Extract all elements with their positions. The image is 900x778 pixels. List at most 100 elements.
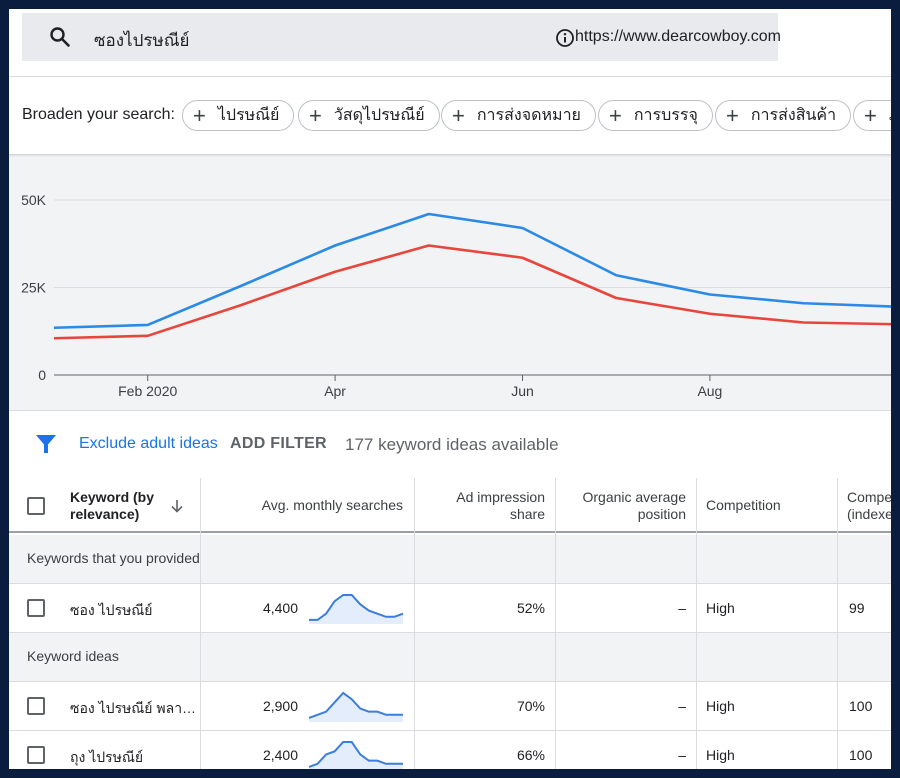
trend-sparkline xyxy=(308,691,403,722)
header-line: Ad impression xyxy=(456,489,545,505)
divider xyxy=(9,410,891,411)
site-url: https://www.dearcowboy.com xyxy=(575,28,782,45)
header-line: relevance) xyxy=(70,506,140,522)
search-bar[interactable]: ซองไปรษณีย์ https://www.dearcowboy.com xyxy=(22,13,782,61)
header-line: (indexe xyxy=(847,506,891,522)
plus-icon: + xyxy=(309,102,322,128)
x-tick-label: Feb 2020 xyxy=(118,383,177,399)
ad-impression-share-header[interactable]: Ad impression share xyxy=(414,489,545,523)
column-separator xyxy=(200,478,201,769)
ad-share-value: 70% xyxy=(516,698,545,714)
broaden-chip[interactable]: + การส่งจดหมาย xyxy=(441,100,596,131)
add-filter-button[interactable]: ADD FILTER xyxy=(230,435,327,452)
avg-searches-value: 4,400 xyxy=(262,600,298,616)
group-label: Keywords that you provided xyxy=(27,550,200,566)
row-checkbox[interactable] xyxy=(27,599,45,617)
organic-average-position-header[interactable]: Organic average position xyxy=(555,489,686,523)
competition-value: High xyxy=(706,600,735,616)
sparkline-line xyxy=(308,691,403,719)
info-icon[interactable] xyxy=(555,28,575,48)
competition-index-value: 100 xyxy=(849,698,873,714)
avg-searches-value: 2,900 xyxy=(262,698,298,714)
chip-label: การส่งจดหมาย xyxy=(476,107,581,124)
chart-top-shadow xyxy=(9,154,891,157)
chart-background xyxy=(9,155,891,410)
table-row[interactable]: ถุง ไปรษณีย์ 2,400 66% – High 100 xyxy=(9,731,891,769)
broaden-chip[interactable]: + วัสดุไปรษณีย์ xyxy=(298,100,440,131)
column-separator xyxy=(414,478,415,769)
column-separator xyxy=(555,478,556,769)
divider xyxy=(9,76,891,77)
keyword-text[interactable]: ซอง ไปรษณีย์ xyxy=(70,602,153,618)
keyword-text[interactable]: ซอง ไปรษณีย์ พลา… xyxy=(70,700,197,716)
keyword-text[interactable]: ถุง ไปรษณีย์ xyxy=(70,749,144,765)
search-query[interactable]: ซองไปรษณีย์ xyxy=(94,31,190,50)
plus-icon: + xyxy=(864,102,877,128)
plus-icon: + xyxy=(193,102,206,128)
competition-header[interactable]: Competition xyxy=(706,497,781,513)
x-tick-label: Apr xyxy=(324,383,346,399)
table-row[interactable]: ซอง ไปรษณีย์ พลา… 2,900 70% – High 100 xyxy=(9,682,891,731)
x-tick-label: Aug xyxy=(697,383,722,399)
chip-label: การส่งสินค้า xyxy=(750,107,837,124)
sort-arrow-down-icon[interactable] xyxy=(169,498,185,514)
sparkline-line xyxy=(309,594,404,621)
competition-index-header[interactable]: Compe (indexe xyxy=(847,489,891,523)
plus-icon: + xyxy=(726,102,739,128)
competition-index-value: 99 xyxy=(849,600,865,616)
chip-label: ไปรษณีย์ xyxy=(217,107,280,124)
select-all-checkbox[interactable] xyxy=(27,497,45,515)
series-line-1 xyxy=(53,244,891,340)
keyword-column-header[interactable]: Keyword (by relevance) xyxy=(70,489,154,523)
sparkline-area xyxy=(309,693,403,722)
x-tick-label: Jun xyxy=(511,383,534,399)
header-line: Organic average xyxy=(582,489,686,505)
trend-sparkline xyxy=(308,741,403,769)
y-tick-label: 0 xyxy=(38,367,46,383)
chip-label: วัสดุไปรษณีย์ xyxy=(333,107,425,124)
series-line-0 xyxy=(53,212,891,330)
row-checkbox[interactable] xyxy=(27,697,45,715)
sparkline-area xyxy=(309,742,403,769)
column-separator xyxy=(696,478,697,769)
plus-icon: + xyxy=(609,102,622,128)
competition-value: High xyxy=(706,747,735,763)
header-line: Compe xyxy=(847,489,891,505)
broaden-chip[interactable]: + ไปรษณีย์ xyxy=(182,100,295,131)
broaden-chip[interactable]: + การบรรจุ xyxy=(598,100,713,131)
chip-label: การบรรจุ xyxy=(633,107,698,124)
header-line: share xyxy=(509,506,545,522)
avg-monthly-searches-header[interactable]: Avg. monthly searches xyxy=(261,497,403,513)
organic-position-value: – xyxy=(678,600,686,616)
broaden-label: Broaden your search: xyxy=(22,106,175,123)
broaden-chip[interactable]: + การส่งสินค้า xyxy=(715,100,852,131)
sparkline-line xyxy=(308,741,403,768)
column-separator xyxy=(837,478,838,769)
sparkline-area xyxy=(309,595,403,624)
exclude-adult-ideas-link[interactable]: Exclude adult ideas xyxy=(79,435,218,452)
organic-position-value: – xyxy=(678,747,686,763)
group-label: Keyword ideas xyxy=(27,648,119,664)
organic-position-value: – xyxy=(678,698,686,714)
trend-sparkline xyxy=(309,594,404,624)
competition-value: High xyxy=(706,698,735,714)
keyword-ideas-count: 177 keyword ideas available xyxy=(345,435,559,454)
chip-label: ภ xyxy=(889,103,891,128)
ad-share-value: 52% xyxy=(516,600,545,616)
y-tick-label: 50K xyxy=(21,192,47,208)
table-header: Keyword (by relevance) Avg. monthly sear… xyxy=(9,478,891,533)
competition-index-value: 100 xyxy=(849,747,873,763)
table-row[interactable]: ซอง ไปรษณีย์ 4,400 52% – High 99 xyxy=(9,584,891,633)
plus-icon: + xyxy=(452,102,465,128)
search-icon[interactable] xyxy=(48,25,72,49)
row-checkbox[interactable] xyxy=(27,746,45,764)
group-row-provided: Keywords that you provided xyxy=(9,535,891,584)
filter-icon[interactable] xyxy=(35,433,57,455)
group-row-ideas: Keyword ideas xyxy=(9,633,891,682)
avg-searches-value: 2,400 xyxy=(262,747,298,763)
broaden-chip[interactable]: +ภ xyxy=(853,100,891,131)
ad-share-value: 66% xyxy=(516,747,545,763)
header-line: Keyword (by xyxy=(70,489,155,505)
header-line: position xyxy=(637,506,686,522)
